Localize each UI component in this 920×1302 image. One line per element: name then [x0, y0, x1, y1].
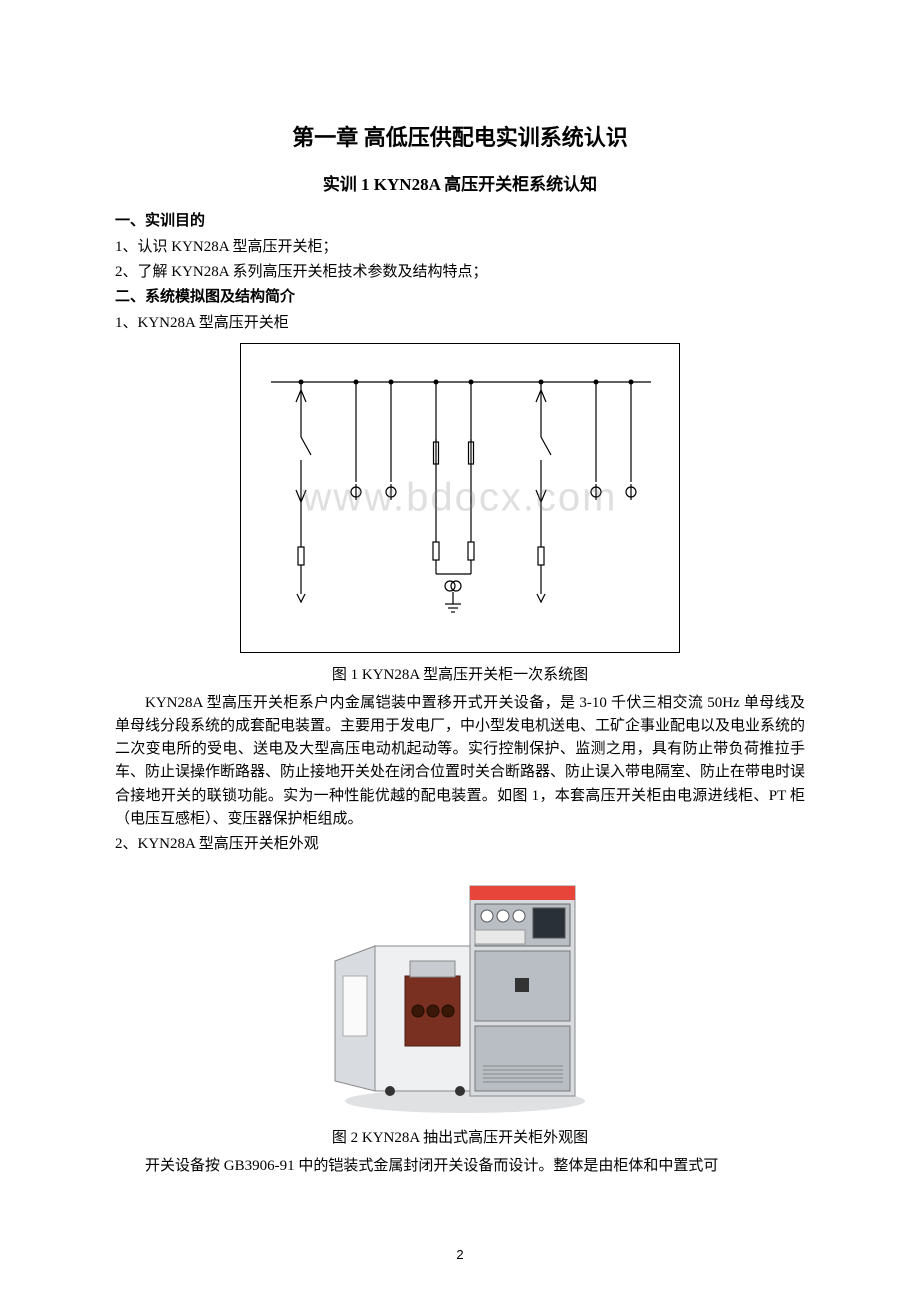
figure-2-container [115, 866, 805, 1121]
list-item: 2、KYN28A 型高压开关柜外观 [115, 833, 805, 856]
list-item: 1、KYN28A 型高压开关柜 [115, 312, 805, 335]
figure-1-diagram: www.bdocx.com [240, 343, 680, 653]
page-number: 2 [456, 1247, 463, 1262]
figure-2-caption: 图 2 KYN28A 抽出式高压开关柜外观图 [115, 1126, 805, 1147]
chapter-title: 第一章 高低压供配电实训系统认识 [115, 120, 805, 152]
circuit-diagram-svg [241, 344, 681, 654]
heading-system: 二、系统模拟图及结构简介 [115, 285, 805, 306]
paragraph-2: 开关设备按 GB3906-91 中的铠装式金属封闭开关设备而设计。整体是由柜体和… [115, 1155, 805, 1178]
paragraph-1: KYN28A 型高压开关柜系户内金属铠装中置移开式开关设备，是 3-10 千伏三… [115, 692, 805, 832]
objective-item: 1、认识 KYN28A 型高压开关柜； [115, 236, 805, 259]
figure-1-caption: 图 1 KYN28A 型高压开关柜一次系统图 [115, 663, 805, 684]
heading-objectives: 一、实训目的 [115, 209, 805, 230]
cabinet-photo-svg [315, 866, 605, 1116]
objective-item: 2、了解 KYN28A 系列高压开关柜技术参数及结构特点； [115, 261, 805, 284]
section-title: 实训 1 KYN28A 高压开关柜系统认知 [115, 170, 805, 195]
figure-1-container: www.bdocx.com [115, 343, 805, 659]
figure-2-photo [315, 866, 605, 1116]
